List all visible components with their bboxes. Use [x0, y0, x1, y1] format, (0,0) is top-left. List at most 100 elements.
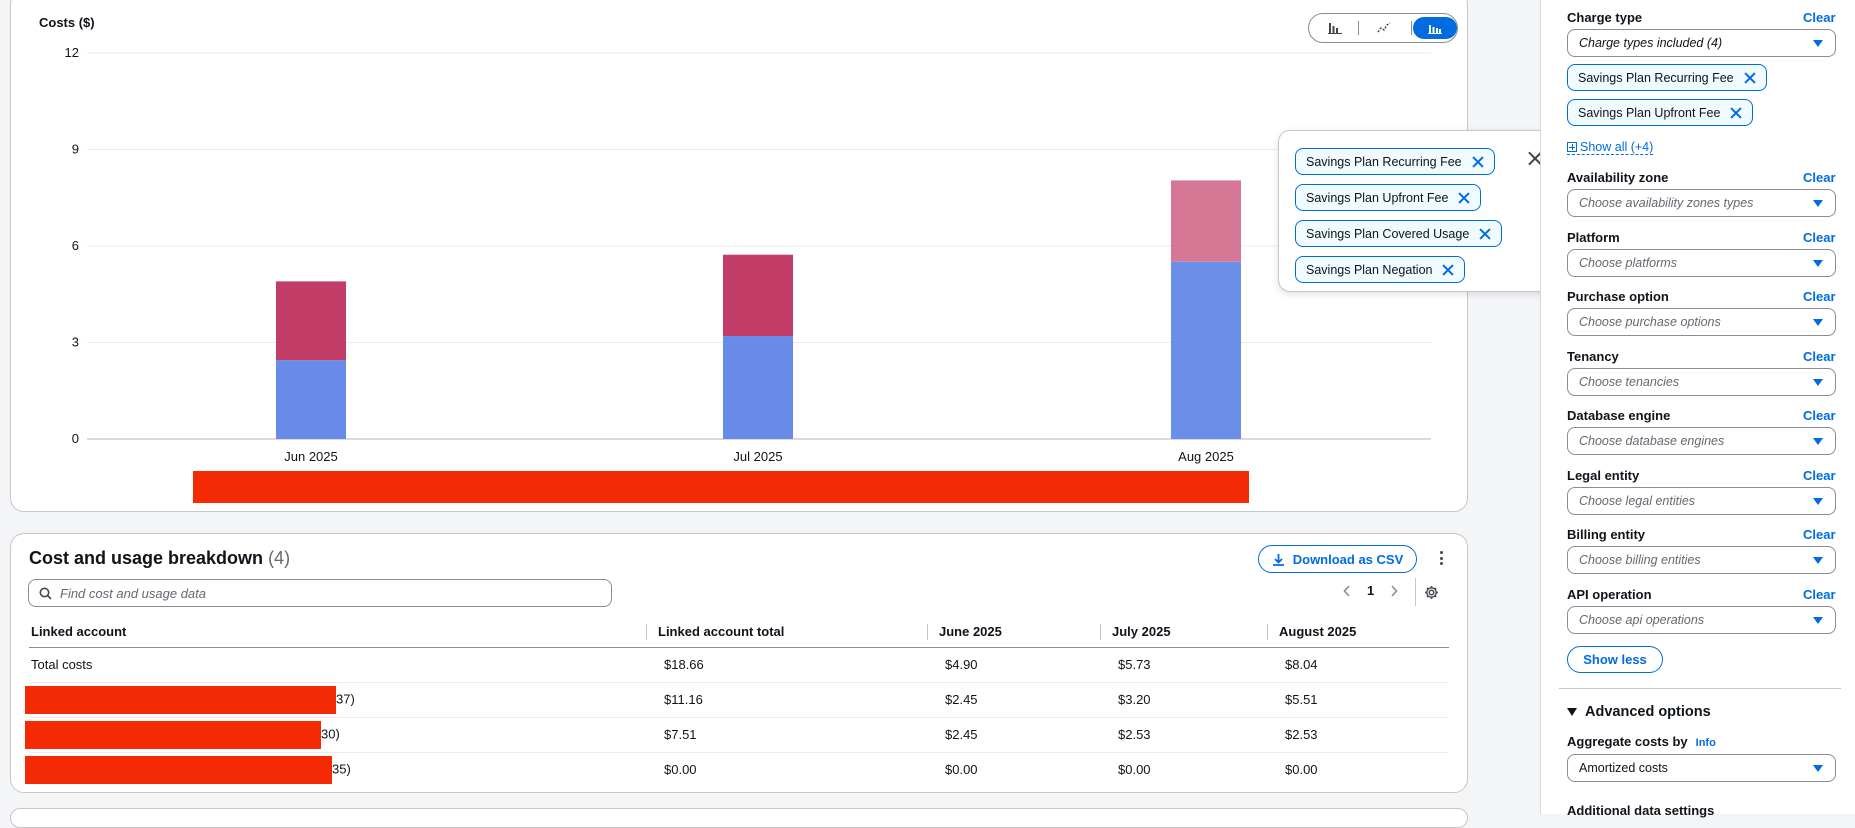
database-engine-select[interactable]: Choose database engines: [1567, 427, 1836, 455]
caret-down-icon: [1567, 708, 1577, 716]
additional-data-settings-label: Additional data settings: [1567, 803, 1715, 818]
billing-entity-label: Billing entity: [1567, 527, 1645, 542]
show-all-link[interactable]: Show all (+4): [1567, 140, 1654, 155]
july-cell: $2.53: [1100, 717, 1267, 753]
aggregate-costs-select[interactable]: Amortized costs: [1567, 754, 1836, 782]
bar-segment: [276, 360, 346, 439]
line-chart-button[interactable]: [1362, 17, 1406, 39]
column-header[interactable]: August 2025: [1267, 616, 1449, 648]
database-engine-label: Database engine: [1567, 408, 1671, 423]
billing-entity-select[interactable]: Choose billing entities: [1567, 546, 1836, 574]
account-cell: 37): [25, 682, 646, 718]
database-engine-clear[interactable]: Clear: [1803, 408, 1836, 423]
purchase-option-select[interactable]: Choose purchase options: [1567, 308, 1836, 336]
info-link[interactable]: Info: [1695, 737, 1716, 749]
popover-token-list: Savings Plan Recurring Fee Savings Plan …: [1295, 148, 1503, 283]
caret-down-icon: [1813, 498, 1823, 505]
remove-token-icon[interactable]: [1472, 156, 1484, 168]
remove-token-icon[interactable]: [1730, 107, 1742, 119]
august-cell: $0.00: [1285, 762, 1318, 778]
june-cell: $4.90: [927, 647, 1100, 683]
purchase-option-label: Purchase option: [1567, 289, 1669, 304]
show-less-button[interactable]: Show less: [1567, 646, 1663, 673]
download-csv-button[interactable]: Download as CSV: [1258, 545, 1417, 573]
account-suffix: 35): [332, 761, 351, 777]
charge-type-select[interactable]: Charge types included (4): [1567, 29, 1836, 57]
table-row: 30) $7.51 $2.45 $2.53 $2.53: [25, 717, 1449, 753]
search-input[interactable]: [60, 585, 600, 601]
legal-entity-placeholder: Choose legal entities: [1579, 494, 1696, 508]
api-operation-placeholder: Choose api operations: [1579, 613, 1705, 627]
remove-token-icon[interactable]: [1458, 192, 1470, 204]
popover-token: Savings Plan Recurring Fee: [1295, 148, 1495, 175]
cost-chart-card: Costs ($) 0 3 6 9 12 Jun 2025 Jul 2025 Aug 2025: [10, 0, 1468, 512]
purchase-option-clear[interactable]: Clear: [1803, 289, 1836, 304]
aggregate-costs-value: Amortized costs: [1579, 761, 1668, 775]
download-csv-label: Download as CSV: [1292, 551, 1404, 567]
column-header[interactable]: June 2025: [927, 616, 1100, 648]
column-header[interactable]: Linked account: [29, 616, 646, 648]
platform-clear[interactable]: Clear: [1803, 230, 1836, 245]
api-operation-label: API operation: [1567, 587, 1652, 602]
legal-entity-select[interactable]: Choose legal entities: [1567, 487, 1836, 515]
caret-down-icon: [1813, 765, 1823, 772]
tenancy-placeholder: Choose tenancies: [1579, 375, 1680, 389]
divider: [1559, 688, 1841, 689]
api-operation-select[interactable]: Choose api operations: [1567, 606, 1836, 634]
column-header[interactable]: Linked account total: [646, 616, 927, 648]
august-cell: $2.53: [1267, 717, 1449, 753]
chevron-left-icon[interactable]: [1343, 584, 1351, 597]
pagination: 1: [1343, 583, 1398, 598]
token-label: Savings Plan Negation: [1306, 262, 1433, 277]
bar-segment: [276, 281, 346, 361]
table-row: 35) $0.00 $0.00 $0.00 $0.00: [25, 752, 1449, 787]
chart-y-axis-title: Costs ($): [39, 15, 95, 30]
charge-type-clear[interactable]: Clear: [1803, 10, 1836, 25]
bar-chart-icon: [1328, 23, 1342, 34]
table-preferences-button[interactable]: [1415, 578, 1447, 606]
search-field: [28, 579, 612, 607]
x-tick-label: Jun 2025: [284, 449, 338, 464]
api-operation-clear[interactable]: Clear: [1803, 587, 1836, 602]
gear-icon: [1425, 585, 1438, 599]
account-cell: Total costs: [29, 647, 646, 683]
legal-entity-clear[interactable]: Clear: [1803, 468, 1836, 483]
availability-zone-label: Availability zone: [1567, 170, 1669, 185]
tenancy-label: Tenancy: [1567, 349, 1619, 364]
platform-select[interactable]: Choose platforms: [1567, 249, 1836, 277]
remove-token-icon[interactable]: [1479, 228, 1491, 240]
tenancy-clear[interactable]: Clear: [1803, 349, 1836, 364]
advanced-options-label: Advanced options: [1585, 704, 1711, 720]
bar-segment: [723, 254, 793, 337]
availability-zone-select[interactable]: Choose availability zones types: [1567, 189, 1836, 217]
charge-types-popover: Savings Plan Recurring Fee Savings Plan …: [1278, 130, 1556, 292]
chevron-right-icon[interactable]: [1390, 584, 1398, 597]
tenancy-select[interactable]: Choose tenancies: [1567, 368, 1836, 396]
remove-token-icon[interactable]: [1442, 264, 1454, 276]
advanced-options-toggle[interactable]: Advanced options: [1567, 704, 1711, 720]
availability-zone-clear[interactable]: Clear: [1803, 170, 1836, 185]
aggregate-costs-label: Aggregate costs by Info: [1567, 734, 1716, 749]
stacked-bar-chart-button[interactable]: [1413, 17, 1457, 39]
y-tick-label: 9: [72, 142, 79, 157]
july-cell: $5.73: [1100, 647, 1267, 683]
column-header[interactable]: July 2025: [1100, 616, 1267, 648]
popover-token: Savings Plan Upfront Fee: [1295, 184, 1482, 211]
token-label: Savings Plan Upfront Fee: [1578, 105, 1721, 120]
legal-entity-label: Legal entity: [1567, 468, 1640, 483]
y-tick-label: 3: [72, 335, 79, 350]
redacted-account: [25, 685, 336, 714]
remove-token-icon[interactable]: [1744, 72, 1756, 84]
account-suffix: 37): [336, 690, 355, 706]
august-cell: $8.04: [1267, 647, 1449, 683]
platform-label: Platform: [1567, 230, 1620, 245]
total-cell: $18.66: [646, 647, 927, 683]
bar-chart-button[interactable]: [1313, 17, 1357, 39]
y-tick-label: 12: [65, 45, 79, 60]
august-cell: $5.51: [1267, 682, 1449, 718]
bar-segment: [1171, 180, 1241, 262]
current-page[interactable]: 1: [1367, 583, 1375, 598]
token-label: Savings Plan Recurring Fee: [1578, 70, 1734, 85]
billing-entity-clear[interactable]: Clear: [1803, 527, 1836, 542]
more-actions-icon[interactable]: [1433, 548, 1449, 568]
